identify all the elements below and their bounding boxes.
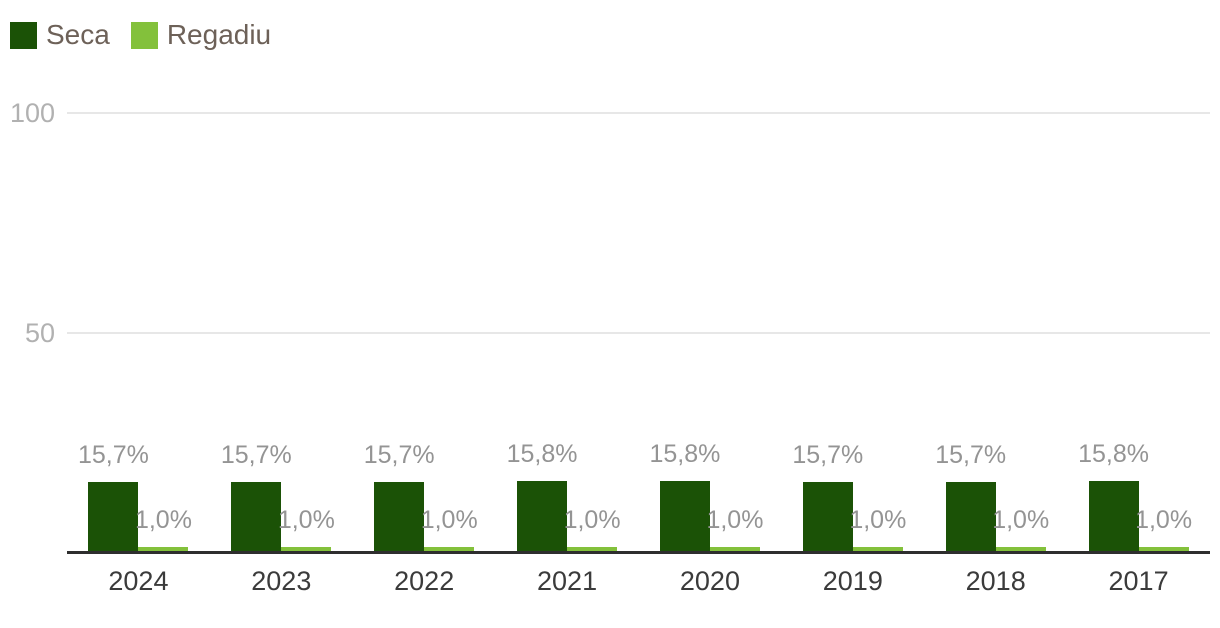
value-label-seca-2017: 15,8% bbox=[1078, 440, 1149, 469]
x-axis-label-2024: 2024 bbox=[108, 566, 169, 596]
x-axis-label-2020: 2020 bbox=[679, 566, 740, 596]
bar-regadiu-2021[interactable] bbox=[567, 546, 618, 551]
gridline-100 bbox=[67, 112, 1210, 114]
y-axis-tick-label: 100 bbox=[9, 98, 55, 128]
x-axis-label-2019: 2019 bbox=[822, 566, 883, 596]
x-axis-label-2022: 2022 bbox=[394, 566, 455, 596]
value-label-seca-2021: 15,8% bbox=[506, 440, 578, 469]
x-axis-label-2017: 2017 bbox=[1108, 566, 1169, 596]
y-axis-tick-label: 50 bbox=[24, 318, 55, 348]
value-label-regadiu-2022: 1,0% bbox=[420, 505, 478, 534]
bar-regadiu-2023[interactable] bbox=[281, 546, 332, 551]
value-label-seca-2019: 15,7% bbox=[792, 440, 864, 469]
bar-regadiu-2019[interactable] bbox=[852, 546, 903, 551]
value-label-seca-2020: 15,8% bbox=[649, 440, 721, 469]
legend-label-regadiu: Regadiu bbox=[166, 19, 272, 50]
legend-item-regadiu[interactable]: Regadiu bbox=[130, 19, 272, 50]
value-label-regadiu-2020: 1,0% bbox=[706, 505, 764, 534]
bar-seca-2018[interactable] bbox=[945, 481, 996, 551]
value-label-regadiu-2017: 1,0% bbox=[1135, 505, 1193, 534]
value-label-regadiu-2024: 1,0% bbox=[134, 505, 192, 534]
bar-seca-2022[interactable] bbox=[374, 481, 425, 551]
bar-seca-2019[interactable] bbox=[802, 481, 853, 551]
bar-regadiu-2022[interactable] bbox=[424, 546, 475, 551]
legend: Seca Regadiu bbox=[10, 20, 271, 50]
bar-regadiu-2024[interactable] bbox=[138, 546, 189, 551]
value-label-seca-2023: 15,7% bbox=[220, 440, 292, 469]
x-axis-line bbox=[67, 551, 1210, 554]
legend-item-seca[interactable]: Seca bbox=[10, 20, 110, 50]
bar-seca-2017[interactable] bbox=[1088, 481, 1139, 551]
value-label-regadiu-2023: 1,0% bbox=[277, 505, 335, 534]
x-axis-label-2023: 2023 bbox=[251, 566, 312, 596]
value-label-regadiu-2021: 1,0% bbox=[563, 505, 621, 534]
bar-seca-2023[interactable] bbox=[231, 481, 282, 551]
bar-seca-2024[interactable] bbox=[88, 481, 139, 551]
legend-swatch-seca-icon bbox=[10, 21, 37, 49]
x-axis-label-2021: 2021 bbox=[537, 566, 598, 596]
legend-swatch-regadiu-icon bbox=[130, 21, 158, 49]
bar-seca-2021[interactable] bbox=[517, 481, 568, 551]
bar-seca-2020[interactable] bbox=[659, 481, 710, 551]
x-axis-label-2018: 2018 bbox=[965, 566, 1026, 596]
value-label-regadiu-2019: 1,0% bbox=[849, 505, 907, 534]
legend-label-seca: Seca bbox=[46, 19, 110, 50]
bar-regadiu-2017[interactable] bbox=[1138, 546, 1189, 551]
value-label-seca-2024: 15,7% bbox=[77, 440, 149, 469]
gridline-50 bbox=[67, 332, 1210, 334]
value-label-seca-2022: 15,7% bbox=[363, 440, 435, 469]
bar-regadiu-2020[interactable] bbox=[709, 546, 760, 551]
value-label-seca-2018: 15,7% bbox=[935, 440, 1007, 469]
value-label-regadiu-2018: 1,0% bbox=[992, 505, 1050, 534]
bar-regadiu-2018[interactable] bbox=[995, 546, 1046, 551]
